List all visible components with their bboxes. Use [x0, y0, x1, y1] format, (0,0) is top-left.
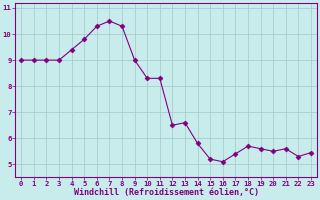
X-axis label: Windchill (Refroidissement éolien,°C): Windchill (Refroidissement éolien,°C)	[74, 188, 259, 197]
